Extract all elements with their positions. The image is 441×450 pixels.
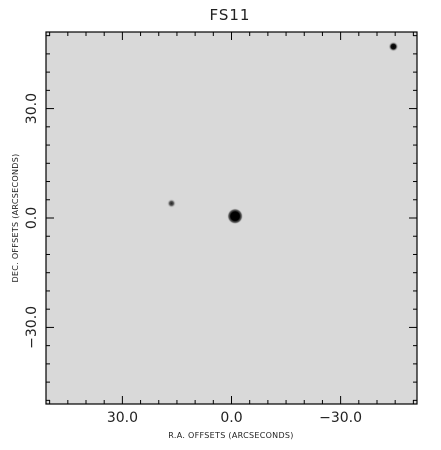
y-tick-label: 30.0 — [24, 93, 40, 124]
field-star-left — [167, 198, 176, 208]
x-axis-label: R.A. OFFSETS (ARCSECONDS) — [168, 431, 293, 440]
y-tick-labels: 30.0 0.0 −30.0 — [24, 93, 40, 349]
target-star — [227, 208, 244, 225]
axis-ticks — [46, 32, 417, 404]
sources-layer — [167, 41, 399, 225]
y-tick-label: 0.0 — [24, 207, 40, 229]
field-star-top-right — [388, 41, 399, 52]
chart-title: FS11 — [210, 6, 251, 24]
x-tick-label: 30.0 — [107, 410, 138, 426]
y-tick-label: −30.0 — [24, 306, 40, 349]
y-axis-label: DEC. OFFSETS (ARCSECONDS) — [11, 153, 20, 282]
x-tick-labels: 30.0 0.0 −30.0 — [107, 410, 362, 426]
x-tick-label: −30.0 — [319, 410, 362, 426]
x-tick-label: 0.0 — [220, 410, 242, 426]
plot-frame — [45, 31, 418, 405]
